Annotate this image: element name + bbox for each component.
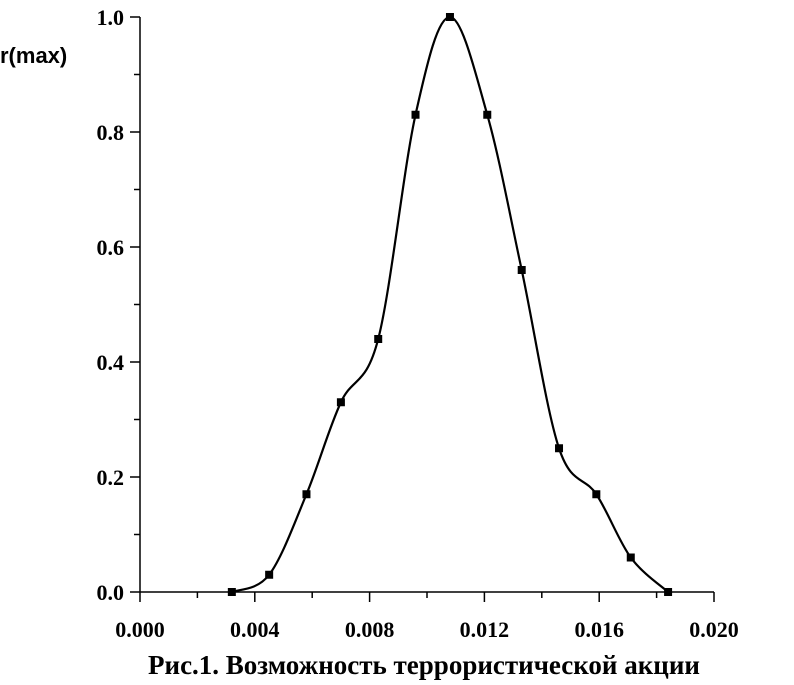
x-tick-label: 0.020 xyxy=(689,617,739,642)
data-point-marker xyxy=(626,553,635,562)
data-point-marker xyxy=(517,266,526,274)
data-point-marker xyxy=(483,110,492,119)
y-tick-label: 0.4 xyxy=(97,350,125,375)
y-tick-label: 0.6 xyxy=(97,235,125,260)
series-line xyxy=(231,15,669,594)
data-point-marker xyxy=(555,444,564,453)
y-tick-label: 0.2 xyxy=(97,465,125,490)
data-point-marker xyxy=(336,398,345,407)
y-tick-label: 1.0 xyxy=(97,5,125,30)
y-tick-label: 0.0 xyxy=(97,580,125,605)
x-tick-label: 0.008 xyxy=(345,617,395,642)
data-point-marker xyxy=(445,13,454,21)
figure-caption: Рис.1. Возможность террористической акци… xyxy=(148,650,700,680)
x-tick-label: 0.000 xyxy=(115,617,165,642)
x-tick-label: 0.016 xyxy=(574,617,624,642)
y-tick-label: 0.8 xyxy=(97,120,125,145)
data-point-marker xyxy=(227,588,236,596)
axes xyxy=(139,17,714,593)
ticks: 0.000 0.004 0.008 0.012 0.016 0.020 0.0 0.2 0.4 0… xyxy=(97,5,739,642)
data-point-marker xyxy=(265,570,274,579)
data-point-marker xyxy=(374,335,383,343)
y-axis-label: r(max) xyxy=(0,43,67,68)
data-point-marker xyxy=(664,588,673,596)
series-markers xyxy=(227,13,673,596)
data-point-marker xyxy=(592,490,601,499)
data-point-marker xyxy=(302,490,311,499)
data-point-marker xyxy=(411,110,420,119)
x-tick-label: 0.004 xyxy=(230,617,280,642)
x-tick-label: 0.012 xyxy=(460,617,510,642)
